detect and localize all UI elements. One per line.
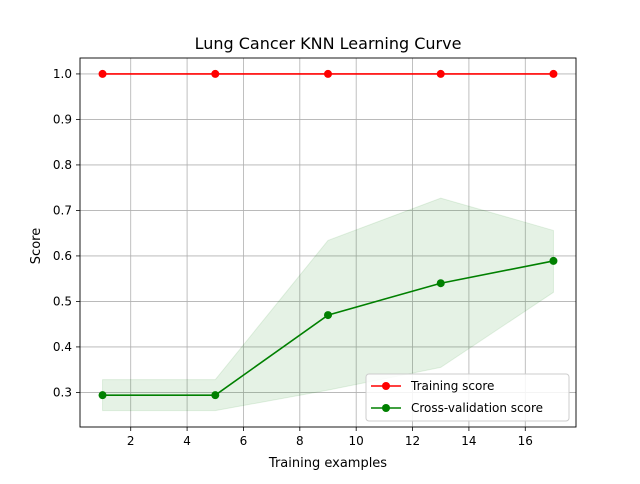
series-0-point: [549, 69, 558, 78]
y-tick-label: 0.9: [53, 112, 72, 126]
y-tick-label: 0.4: [53, 340, 72, 354]
series-0-point: [324, 69, 332, 78]
x-tick-label: 12: [405, 434, 420, 448]
legend-swatch-marker-1: [382, 404, 390, 412]
series-band-1: [102, 197, 554, 412]
legend-frame: [365, 373, 570, 422]
series-1-point: [436, 279, 445, 288]
y-axis-label: Score: [29, 228, 44, 264]
y-tick-label: 0.7: [53, 203, 72, 217]
legend-label-1: Cross-validation score: [411, 401, 543, 415]
chart-title: Lung Cancer KNN Learning Curve: [195, 34, 462, 53]
series-0-point: [436, 69, 445, 78]
x-tick-label: 16: [518, 434, 533, 448]
x-tick-label: 6: [240, 434, 248, 448]
x-tick-label: 14: [461, 434, 476, 448]
x-tick-label: 4: [183, 434, 191, 448]
series-1-point: [549, 256, 558, 265]
x-tick-label: 8: [296, 434, 304, 448]
legend-label-0: Training score: [410, 379, 494, 393]
legend-swatch-marker-0: [382, 382, 390, 390]
series-1-point: [211, 391, 220, 400]
y-tick-label: 0.5: [53, 294, 72, 308]
y-tick-label: 0.8: [53, 158, 72, 172]
y-tick-label: 0.3: [53, 385, 72, 399]
y-tick-label: 0.6: [53, 249, 72, 263]
series-1-point: [324, 311, 332, 320]
series-1-point: [98, 391, 107, 400]
series-0-point: [211, 69, 220, 78]
y-tick-label: 1.0: [53, 67, 72, 81]
series-0-point: [98, 69, 107, 78]
x-tick-label: 2: [127, 434, 135, 448]
x-axis-label: Training examples: [268, 456, 387, 471]
plot-area-frame: [79, 57, 577, 428]
legend: Training score Cross-validation score: [365, 373, 570, 422]
x-tick-label: 10: [349, 434, 364, 448]
